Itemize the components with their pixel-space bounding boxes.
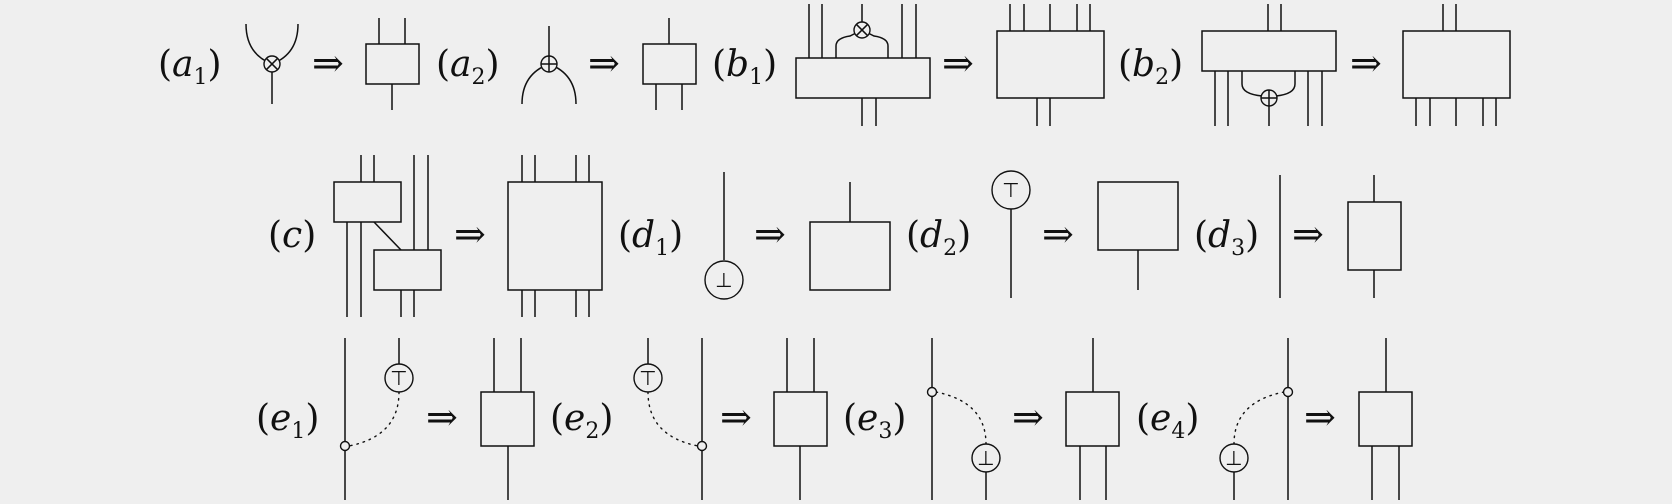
top-symbol: ⊤ xyxy=(1002,178,1019,202)
top-symbol: ⊤ xyxy=(639,366,656,390)
rule-e3-result xyxy=(1065,338,1120,500)
rule-e2-result xyxy=(773,338,828,500)
rule-label-e4: (e4) xyxy=(1136,398,1199,444)
rule-b2-diagram xyxy=(1201,4,1337,126)
bottom-node xyxy=(704,260,744,300)
implies-arrow: ⇒ xyxy=(312,41,344,85)
implies-arrow: ⇒ xyxy=(1350,41,1382,85)
labels-layer: (a1) (a2) (b1) (b2) (c) (d1) (d2) (d3) (e1) (e2) (… xyxy=(158,44,1259,444)
rule-label-c: (c) xyxy=(268,215,316,256)
implies-arrow: ⇒ xyxy=(720,395,752,439)
rule-label-d3: (d3) xyxy=(1194,215,1259,261)
rule-e4-result xyxy=(1358,338,1413,500)
rule-c-diagram xyxy=(333,155,442,317)
implies-arrow: ⇒ xyxy=(588,41,620,85)
implies-arrow: ⇒ xyxy=(426,395,458,439)
implies-arrow: ⇒ xyxy=(1012,395,1044,439)
implies-arrow: ⇒ xyxy=(754,212,786,256)
rule-b2-result xyxy=(1402,4,1511,126)
rule-d2-result xyxy=(1097,181,1179,290)
rule-label-d1: (d1) xyxy=(618,215,683,261)
implies-arrow: ⇒ xyxy=(1042,212,1074,256)
top-symbol: ⊤ xyxy=(390,366,407,390)
rule-e2-diagram: ⊤ xyxy=(633,338,708,500)
rule-c-result xyxy=(507,155,603,317)
rule-label-a1: (a1) xyxy=(158,44,222,90)
bottom-symbol: ⊥ xyxy=(1225,446,1242,470)
rule-a2-result xyxy=(642,18,697,110)
rule-b1-result xyxy=(996,4,1105,126)
bottom-symbol: ⊥ xyxy=(715,268,732,292)
rule-e3-diagram: ⊥ xyxy=(926,338,1001,500)
rule-d1-diagram: ⊥ xyxy=(704,172,744,300)
arrows-layer: ⇒ ⇒ ⇒ ⇒ ⇒ ⇒ ⇒ ⇒ ⇒ ⇒ ⇒ ⇒ xyxy=(312,41,1382,439)
implies-arrow: ⇒ xyxy=(454,212,486,256)
rule-e4-diagram: ⊥ xyxy=(1219,338,1294,500)
rule-d3-result xyxy=(1347,175,1402,298)
top-node xyxy=(384,363,414,393)
implies-arrow: ⇒ xyxy=(1292,212,1324,256)
rule-a1-result xyxy=(365,18,420,110)
bottom-symbol: ⊥ xyxy=(977,446,994,470)
implies-arrow: ⇒ xyxy=(942,41,974,85)
rule-label-b1: (b1) xyxy=(712,44,777,90)
rule-e1-diagram: ⊤ xyxy=(339,338,414,500)
rule-label-e1: (e1) xyxy=(256,398,319,444)
rule-a1-diagram xyxy=(245,23,299,104)
rule-a2-diagram xyxy=(521,26,577,105)
rule-label-e3: (e3) xyxy=(843,398,906,444)
top-node xyxy=(633,363,663,393)
rule-label-d2: (d2) xyxy=(906,215,971,261)
rule-label-a2: (a2) xyxy=(436,44,500,90)
rule-d1-result xyxy=(809,182,891,291)
rule-label-b2: (b2) xyxy=(1118,44,1183,90)
rule-label-e2: (e2) xyxy=(550,398,613,444)
rule-d2-diagram: ⊤ xyxy=(991,170,1031,298)
implies-arrow: ⇒ xyxy=(1304,395,1336,439)
rule-b1-diagram xyxy=(795,4,931,126)
rule-e1-result xyxy=(480,338,535,500)
